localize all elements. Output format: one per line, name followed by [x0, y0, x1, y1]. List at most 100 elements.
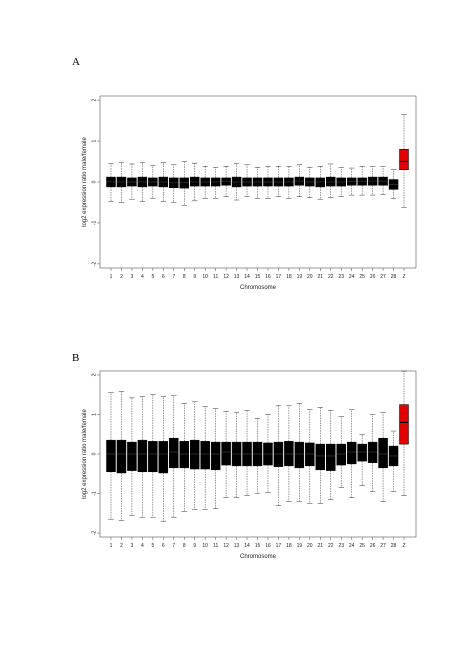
pa-x-axis-label: Chromosome	[240, 285, 277, 291]
pb-box-2	[116, 439, 127, 474]
pb-x-tick-label-19: 19	[297, 543, 303, 549]
pb-x-tick-label-10: 10	[202, 543, 208, 549]
pa-x-tick-label-10: 10	[202, 274, 208, 280]
pa-x-tick-label-21: 21	[318, 274, 324, 280]
pa-x-tick-label-Z: Z	[402, 274, 405, 280]
pa-box-24	[346, 177, 357, 186]
pb-x-tick-label-13: 13	[234, 543, 240, 549]
pa-box-25	[357, 177, 367, 186]
pb-x-tick-label-1: 1	[110, 543, 113, 549]
pa-x-tick-label-19: 19	[297, 274, 303, 280]
pa-y-tick-label-2: 0	[91, 180, 97, 183]
pb-box-3	[127, 441, 137, 471]
pb-x-tick-label-20: 20	[307, 543, 313, 549]
pb-box-26	[367, 441, 378, 463]
pa-x-tick-label-15: 15	[255, 274, 261, 280]
pb-x-tick-label-28: 28	[391, 543, 397, 549]
pa-x-tick-label-18: 18	[286, 274, 292, 280]
pb-x-tick-label-9: 9	[193, 543, 196, 549]
pb-box-11	[210, 441, 221, 471]
pa-box-21	[315, 177, 326, 188]
pa-x-tick-label-5: 5	[151, 274, 154, 280]
pb-box-21	[315, 443, 326, 471]
pb-x-tick-label-26: 26	[370, 543, 376, 549]
pa-x-tick-label-24: 24	[349, 274, 355, 280]
pa-box-9	[189, 176, 200, 187]
pa-x-tick-label-17: 17	[276, 274, 282, 280]
pb-x-tick-label-12: 12	[223, 543, 229, 549]
pb-x-tick-label-16: 16	[265, 543, 271, 549]
pa-x-tick-label-8: 8	[183, 274, 186, 280]
pa-x-tick-label-14: 14	[244, 274, 250, 280]
pb-box-9	[189, 439, 200, 470]
pa-box-Z	[399, 148, 409, 170]
pb-y-tick-label-3: 1	[91, 413, 97, 416]
pa-x-tick-label-28: 28	[391, 274, 397, 280]
pa-box-12	[221, 177, 231, 186]
pb-x-tick-label-11: 11	[213, 543, 218, 549]
pa-x-tick-label-9: 9	[193, 274, 196, 280]
pa-x-tick-label-6: 6	[162, 274, 165, 280]
pb-x-tick-label-14: 14	[244, 543, 250, 549]
pb-box-27	[378, 437, 388, 469]
pb-x-tick-label-27: 27	[380, 543, 386, 549]
pb-y-axis-label: log2 expression ratio male/female	[82, 408, 88, 498]
pb-x-tick-label-Z: Z	[402, 543, 405, 549]
pb-box-20	[305, 442, 315, 467]
pa-x-tick-label-26: 26	[370, 274, 376, 280]
pb-box-8	[179, 441, 189, 469]
pa-box-22	[326, 176, 336, 187]
pa-x-tick-label-20: 20	[307, 274, 313, 280]
pb-box-10	[200, 441, 210, 470]
pa-x-tick-label-22: 22	[328, 274, 334, 280]
pb-box-25	[357, 443, 367, 462]
pb-y-tick-label-2: 0	[91, 452, 97, 455]
pb-box-22	[326, 443, 336, 471]
pa-y-tick-label-3: 1	[91, 139, 97, 142]
pa-x-tick-label-23: 23	[338, 274, 344, 280]
pb-y-tick-label-4: 2	[91, 373, 97, 376]
pb-x-tick-label-21: 21	[318, 543, 324, 549]
pa-x-tick-label-4: 4	[141, 274, 144, 280]
pb-x-tick-label-17: 17	[276, 543, 282, 549]
pb-box-5	[148, 441, 158, 473]
pb-box-17	[273, 441, 284, 467]
pb-x-axis-label: Chromosome	[240, 554, 277, 560]
pa-x-tick-label-25: 25	[359, 274, 365, 280]
pa-x-tick-label-16: 16	[265, 274, 271, 280]
pb-box-12	[221, 441, 231, 466]
pa-y-axis-label: log2 expression ratio male/female	[82, 136, 88, 226]
pb-x-tick-label-8: 8	[183, 543, 186, 549]
pb-x-tick-label-3: 3	[131, 543, 134, 549]
pb-x-tick-label-24: 24	[349, 543, 355, 549]
pa-x-tick-label-2: 2	[120, 274, 123, 280]
pb-x-tick-label-2: 2	[120, 543, 123, 549]
pb-x-tick-label-7: 7	[172, 543, 175, 549]
pb-y-tick-label-0: -2	[91, 531, 97, 536]
pb-box-24	[346, 441, 357, 465]
pb-x-tick-label-22: 22	[328, 543, 334, 549]
pa-x-tick-label-3: 3	[131, 274, 134, 280]
pb-box-Z	[399, 404, 409, 445]
pb-box-19	[294, 441, 305, 469]
pa-x-tick-label-13: 13	[234, 274, 240, 280]
pa-x-tick-label-7: 7	[172, 274, 175, 280]
pb-y-tick-label-1: -1	[91, 491, 97, 496]
pa-y-tick-label-4: 2	[91, 98, 97, 101]
pb-x-tick-label-4: 4	[141, 543, 144, 549]
pb-box-1	[106, 439, 116, 473]
pb-x-tick-label-25: 25	[359, 543, 365, 549]
pb-box-7	[169, 437, 179, 469]
panel-label-a: A	[72, 56, 80, 68]
panel-label-b: B	[72, 352, 80, 364]
pa-x-tick-label-1: 1	[110, 274, 113, 280]
pa-y-tick-label-0: -2	[91, 261, 97, 266]
pb-box-18	[284, 441, 294, 467]
pa-x-tick-label-27: 27	[380, 274, 386, 280]
pa-y-tick-label-1: -1	[91, 221, 97, 226]
pb-x-tick-label-15: 15	[255, 543, 261, 549]
pa-x-tick-label-12: 12	[223, 274, 229, 280]
pa-x-tick-label-11: 11	[213, 274, 218, 280]
